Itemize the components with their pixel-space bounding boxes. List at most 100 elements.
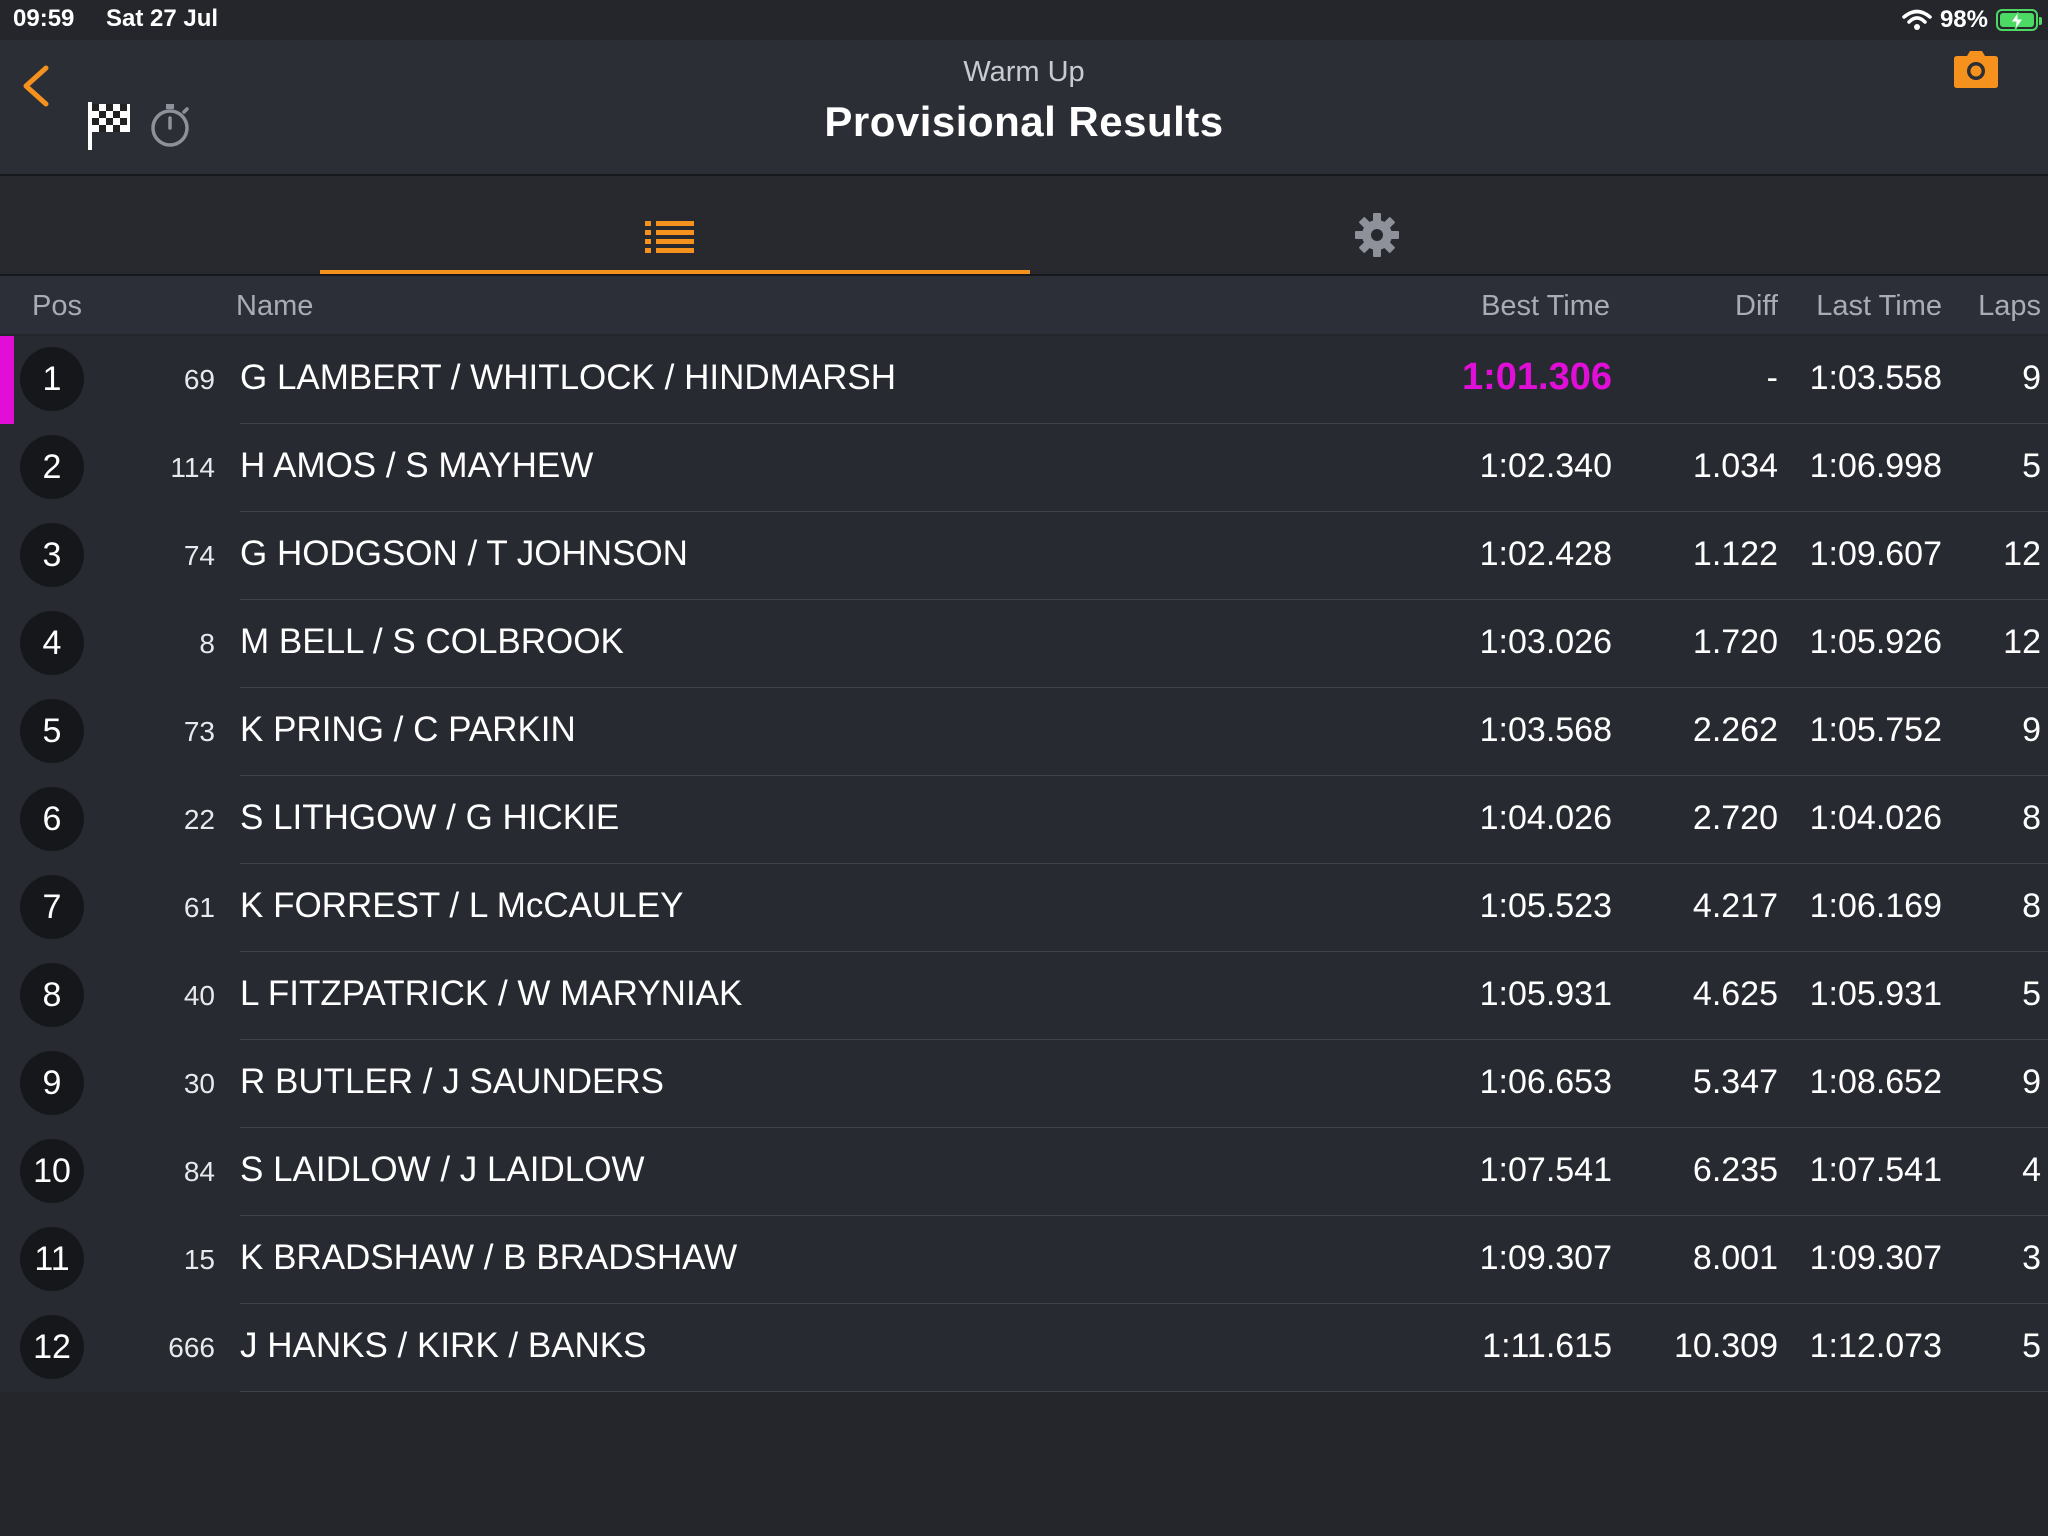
position-badge: 8 bbox=[20, 963, 84, 1027]
page-title: Provisional Results bbox=[824, 98, 1224, 145]
car-number: 15 bbox=[183, 1244, 215, 1275]
best-time: 1:05.931 bbox=[1479, 975, 1612, 1013]
diff: 2.720 bbox=[1692, 799, 1778, 837]
driver-names: M BELL / S COLBROOK bbox=[240, 622, 624, 661]
last-time: 1:06.169 bbox=[1809, 887, 1942, 925]
row-divider bbox=[240, 1127, 2048, 1128]
column-best-time: Best Time bbox=[1481, 290, 1610, 322]
table-row[interactable]: 1 69 G LAMBERT / WHITLOCK / HINDMARSH 1:01.… bbox=[0, 336, 2048, 424]
session-subtitle: Warm Up bbox=[963, 56, 1085, 88]
laps: 12 bbox=[2003, 535, 2041, 573]
tab-settings[interactable] bbox=[1030, 176, 1720, 274]
last-time: 1:03.558 bbox=[1809, 359, 1942, 397]
best-time: 1:05.523 bbox=[1479, 887, 1612, 925]
position-badge: 4 bbox=[20, 611, 84, 675]
table-row[interactable]: 12 666 J HANKS / KIRK / BANKS 1:11.615 10.30… bbox=[0, 1304, 2048, 1392]
laps: 3 bbox=[2022, 1239, 2041, 1277]
table-row[interactable]: 9 30 R BUTLER / J SAUNDERS 1:06.653 5.347 1:0… bbox=[0, 1040, 2048, 1128]
status-date: Sat 27 Jul bbox=[106, 5, 219, 32]
camera-button[interactable] bbox=[1953, 50, 1999, 95]
driver-names: K BRADSHAW / B BRADSHAW bbox=[240, 1238, 738, 1277]
position-badge: 5 bbox=[20, 699, 84, 763]
car-number: 8 bbox=[199, 628, 215, 659]
diff: 4.625 bbox=[1692, 975, 1778, 1013]
car-number: 22 bbox=[183, 804, 215, 835]
tab-bar bbox=[0, 176, 2048, 276]
laps: 12 bbox=[2003, 623, 2041, 661]
diff: 6.235 bbox=[1692, 1151, 1778, 1189]
car-number: 69 bbox=[183, 364, 215, 395]
table-row[interactable]: 10 84 S LAIDLOW / J LAIDLOW 1:07.541 6.235 1:… bbox=[0, 1128, 2048, 1216]
position-badge: 12 bbox=[20, 1315, 84, 1379]
table-row[interactable]: 7 61 K FORREST / L McCAULEY 1:05.523 4.217 1:… bbox=[0, 864, 2048, 952]
position-badge: 7 bbox=[20, 875, 84, 939]
battery-charging-icon bbox=[1996, 9, 2042, 31]
best-time: 1:06.653 bbox=[1479, 1063, 1612, 1101]
row-divider bbox=[240, 863, 2048, 864]
best-time: 1:01.306 bbox=[1461, 356, 1612, 398]
car-number: 40 bbox=[183, 980, 215, 1011]
laps: 9 bbox=[2022, 1063, 2041, 1101]
last-time: 1:08.652 bbox=[1809, 1063, 1942, 1101]
last-time: 1:05.752 bbox=[1809, 711, 1942, 749]
row-divider bbox=[240, 599, 2048, 600]
status-time: 09:59 bbox=[13, 5, 75, 32]
column-pos: Pos bbox=[32, 290, 82, 322]
car-number: 61 bbox=[183, 892, 215, 923]
last-time: 1:06.998 bbox=[1809, 447, 1942, 485]
driver-names: R BUTLER / J SAUNDERS bbox=[240, 1062, 664, 1101]
table-row[interactable]: 11 15 K BRADSHAW / B BRADSHAW 1:09.307 8.001… bbox=[0, 1216, 2048, 1304]
diff: - bbox=[1766, 359, 1778, 397]
fastest-lap-marker bbox=[0, 336, 14, 424]
table-row[interactable]: 8 40 L FITZPATRICK / W MARYNIAK 1:05.931 4.6… bbox=[0, 952, 2048, 1040]
position-badge: 10 bbox=[20, 1139, 84, 1203]
laps: 9 bbox=[2022, 711, 2041, 749]
tab-results-list[interactable] bbox=[320, 176, 1030, 274]
best-time: 1:09.307 bbox=[1479, 1239, 1612, 1277]
row-divider bbox=[240, 775, 2048, 776]
last-time: 1:04.026 bbox=[1809, 799, 1942, 837]
driver-names: S LITHGOW / G HICKIE bbox=[240, 798, 620, 837]
position-badge: 2 bbox=[20, 435, 84, 499]
laps: 8 bbox=[2022, 887, 2041, 925]
table-row[interactable]: 6 22 S LITHGOW / G HICKIE 1:04.026 2.720 1:04… bbox=[0, 776, 2048, 864]
table-row[interactable]: 4 8 M BELL / S COLBROOK 1:03.026 1.720 1:05.9… bbox=[0, 600, 2048, 688]
row-divider bbox=[240, 423, 2048, 424]
row-divider bbox=[240, 1215, 2048, 1216]
driver-names: L FITZPATRICK / W MARYNIAK bbox=[240, 974, 743, 1013]
wifi-icon bbox=[1902, 9, 1932, 30]
stopwatch-icon bbox=[151, 104, 189, 147]
position-badge: 1 bbox=[20, 347, 84, 411]
car-number: 30 bbox=[183, 1068, 215, 1099]
battery-percentage: 98% bbox=[1939, 6, 1988, 33]
diff: 5.347 bbox=[1692, 1063, 1778, 1101]
column-laps: Laps bbox=[1978, 290, 2041, 322]
best-time: 1:03.568 bbox=[1479, 711, 1612, 749]
laps: 8 bbox=[2022, 799, 2041, 837]
column-name: Name bbox=[236, 290, 314, 322]
camera-icon bbox=[1954, 51, 1998, 88]
row-divider bbox=[240, 511, 2048, 512]
car-number: 74 bbox=[183, 540, 215, 571]
laps: 4 bbox=[2022, 1151, 2041, 1189]
car-number: 73 bbox=[183, 716, 215, 747]
position-badge: 3 bbox=[20, 523, 84, 587]
table-row[interactable]: 3 74 G HODGSON / T JOHNSON 1:02.428 1.122 1:0… bbox=[0, 512, 2048, 600]
position-badge: 11 bbox=[20, 1227, 84, 1291]
back-button[interactable] bbox=[18, 62, 58, 118]
diff: 4.217 bbox=[1692, 887, 1778, 925]
diff: 10.309 bbox=[1674, 1327, 1778, 1365]
column-last-time: Last Time bbox=[1816, 290, 1942, 322]
checkered-flag-icon bbox=[88, 102, 130, 150]
best-time: 1:11.615 bbox=[1482, 1327, 1612, 1365]
driver-names: K PRING / C PARKIN bbox=[240, 710, 576, 749]
driver-names: J HANKS / KIRK / BANKS bbox=[240, 1326, 647, 1365]
diff: 8.001 bbox=[1692, 1239, 1778, 1277]
last-time: 1:05.926 bbox=[1809, 623, 1942, 661]
gear-icon bbox=[1355, 213, 1399, 257]
table-row[interactable]: 2 114 H AMOS / S MAYHEW 1:02.340 1.034 1:06.9… bbox=[0, 424, 2048, 512]
diff: 1.122 bbox=[1692, 535, 1778, 573]
active-tab-indicator bbox=[320, 270, 1030, 274]
laps: 9 bbox=[2022, 359, 2041, 397]
table-row[interactable]: 5 73 K PRING / C PARKIN 1:03.568 2.262 1:05.7… bbox=[0, 688, 2048, 776]
